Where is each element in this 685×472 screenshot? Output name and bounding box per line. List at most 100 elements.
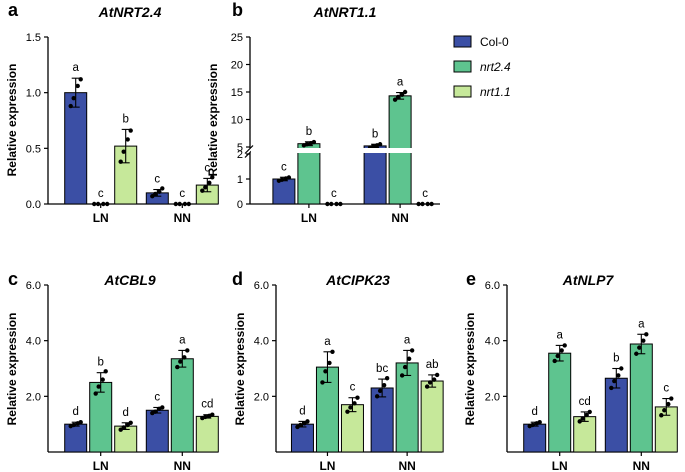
panel-d: d AtCIPK23 Relative expression 2.0 4.0 6.0 LN d… bbox=[232, 269, 444, 472]
data-point bbox=[424, 384, 430, 389]
x-tick-label-LN: LN bbox=[93, 211, 109, 225]
data-point bbox=[637, 345, 642, 350]
bar-e-LN-nrt1.1 bbox=[573, 416, 597, 453]
panel-label-e: e bbox=[466, 269, 476, 289]
significance-letter: a bbox=[72, 62, 79, 74]
data-point bbox=[325, 201, 330, 207]
data-point bbox=[103, 369, 108, 374]
data-point bbox=[580, 416, 585, 421]
significance-letter: c bbox=[98, 188, 104, 200]
axis-break-gap bbox=[251, 148, 441, 153]
y-tick-label: 1.0 bbox=[26, 88, 41, 100]
bar-e-NN-Col-0 bbox=[604, 377, 628, 453]
data-point bbox=[78, 77, 83, 82]
bar-b-LN-Col-0 bbox=[272, 178, 296, 205]
bar-c-LN-nrt2.4 bbox=[89, 381, 113, 453]
data-point bbox=[71, 96, 76, 101]
panel-title-d: AtCIPK23 bbox=[325, 272, 390, 288]
data-point bbox=[434, 372, 440, 378]
data-point bbox=[279, 177, 285, 182]
data-point bbox=[100, 377, 105, 382]
data-point bbox=[377, 142, 383, 147]
data-point bbox=[555, 353, 560, 359]
significance-letter: d bbox=[72, 406, 78, 418]
data-point bbox=[71, 422, 76, 428]
significance-letter: d bbox=[122, 407, 128, 419]
data-point bbox=[304, 142, 310, 147]
panel-label-d: d bbox=[232, 269, 243, 289]
data-point bbox=[153, 191, 158, 197]
legend-label-nrt2.4: nrt2.4 bbox=[480, 60, 511, 74]
data-point bbox=[95, 201, 101, 207]
significance-letter: c bbox=[281, 161, 287, 173]
y-tick-label: 10 bbox=[231, 115, 243, 127]
data-point bbox=[399, 373, 405, 378]
data-point bbox=[425, 201, 430, 207]
data-point bbox=[662, 408, 667, 413]
significance-letter: a bbox=[397, 77, 404, 89]
data-point bbox=[311, 139, 317, 145]
data-point bbox=[562, 343, 567, 348]
data-point bbox=[584, 412, 589, 418]
data-point bbox=[157, 189, 162, 194]
y-tick-label: 4.0 bbox=[254, 336, 269, 348]
data-point bbox=[210, 175, 215, 180]
data-point bbox=[207, 180, 212, 186]
data-point bbox=[320, 380, 325, 385]
significance-letter: b bbox=[97, 357, 103, 369]
bar-c-NN-nrt2.4 bbox=[170, 358, 194, 453]
bar-a-LN-Col-0 bbox=[64, 92, 88, 205]
y-tick-label: 4.0 bbox=[26, 336, 41, 348]
data-point bbox=[128, 128, 133, 133]
data-point bbox=[381, 383, 387, 388]
bar-d-NN-nrt2.4 bbox=[395, 362, 419, 453]
data-point bbox=[641, 338, 646, 343]
data-point bbox=[552, 358, 557, 364]
y-tick-label: 5 bbox=[237, 142, 243, 154]
data-point bbox=[666, 401, 671, 407]
data-point bbox=[160, 186, 165, 191]
data-point bbox=[619, 366, 624, 371]
y-tick-label: 2 bbox=[237, 149, 243, 161]
data-point bbox=[659, 413, 664, 418]
panel-title-b: AtNRT1.1 bbox=[313, 4, 377, 20]
data-point bbox=[92, 201, 97, 207]
data-point bbox=[355, 395, 360, 400]
data-point bbox=[323, 369, 328, 374]
significance-letter: c bbox=[350, 382, 356, 394]
significance-letter: c bbox=[179, 188, 185, 200]
data-point bbox=[210, 412, 215, 417]
data-point bbox=[286, 175, 292, 180]
data-point bbox=[118, 159, 123, 164]
x-tick-label-LN: LN bbox=[93, 459, 109, 472]
data-point bbox=[178, 359, 183, 364]
legend: Col-0 nrt2.4 nrt1.1 bbox=[453, 35, 511, 99]
data-point bbox=[75, 83, 80, 89]
data-point bbox=[431, 377, 437, 382]
x-tick-label-NN: NN bbox=[174, 459, 191, 472]
panel-a: a AtNRT2.4 Relative expression 0.0 0.5 1.0 1.5… bbox=[5, 0, 219, 225]
significance-letter: b bbox=[372, 128, 378, 140]
data-point bbox=[616, 373, 621, 378]
y-tick-label: 15 bbox=[231, 87, 243, 99]
data-point bbox=[118, 427, 123, 432]
y-tick-label: 1.5 bbox=[26, 32, 41, 44]
data-point bbox=[669, 396, 674, 401]
data-point bbox=[175, 364, 180, 370]
data-point bbox=[160, 405, 165, 410]
data-point bbox=[416, 201, 421, 207]
data-point bbox=[121, 425, 126, 430]
data-point bbox=[203, 414, 208, 420]
x-tick-label-NN: NN bbox=[398, 459, 415, 472]
significance-letter: a bbox=[556, 329, 563, 341]
data-point bbox=[203, 185, 208, 190]
data-point bbox=[612, 378, 617, 384]
y-tick-label: 2.0 bbox=[485, 391, 500, 403]
legend-swatch-nrt1.1 bbox=[453, 85, 472, 98]
data-point bbox=[177, 201, 182, 207]
x-tick-label-NN: NN bbox=[174, 211, 191, 225]
significance-letter: a bbox=[404, 334, 411, 346]
panels-layer: a AtNRT2.4 Relative expression 0.0 0.5 1.0 1.5… bbox=[5, 0, 678, 472]
y-tick-label: 4.0 bbox=[485, 336, 500, 348]
